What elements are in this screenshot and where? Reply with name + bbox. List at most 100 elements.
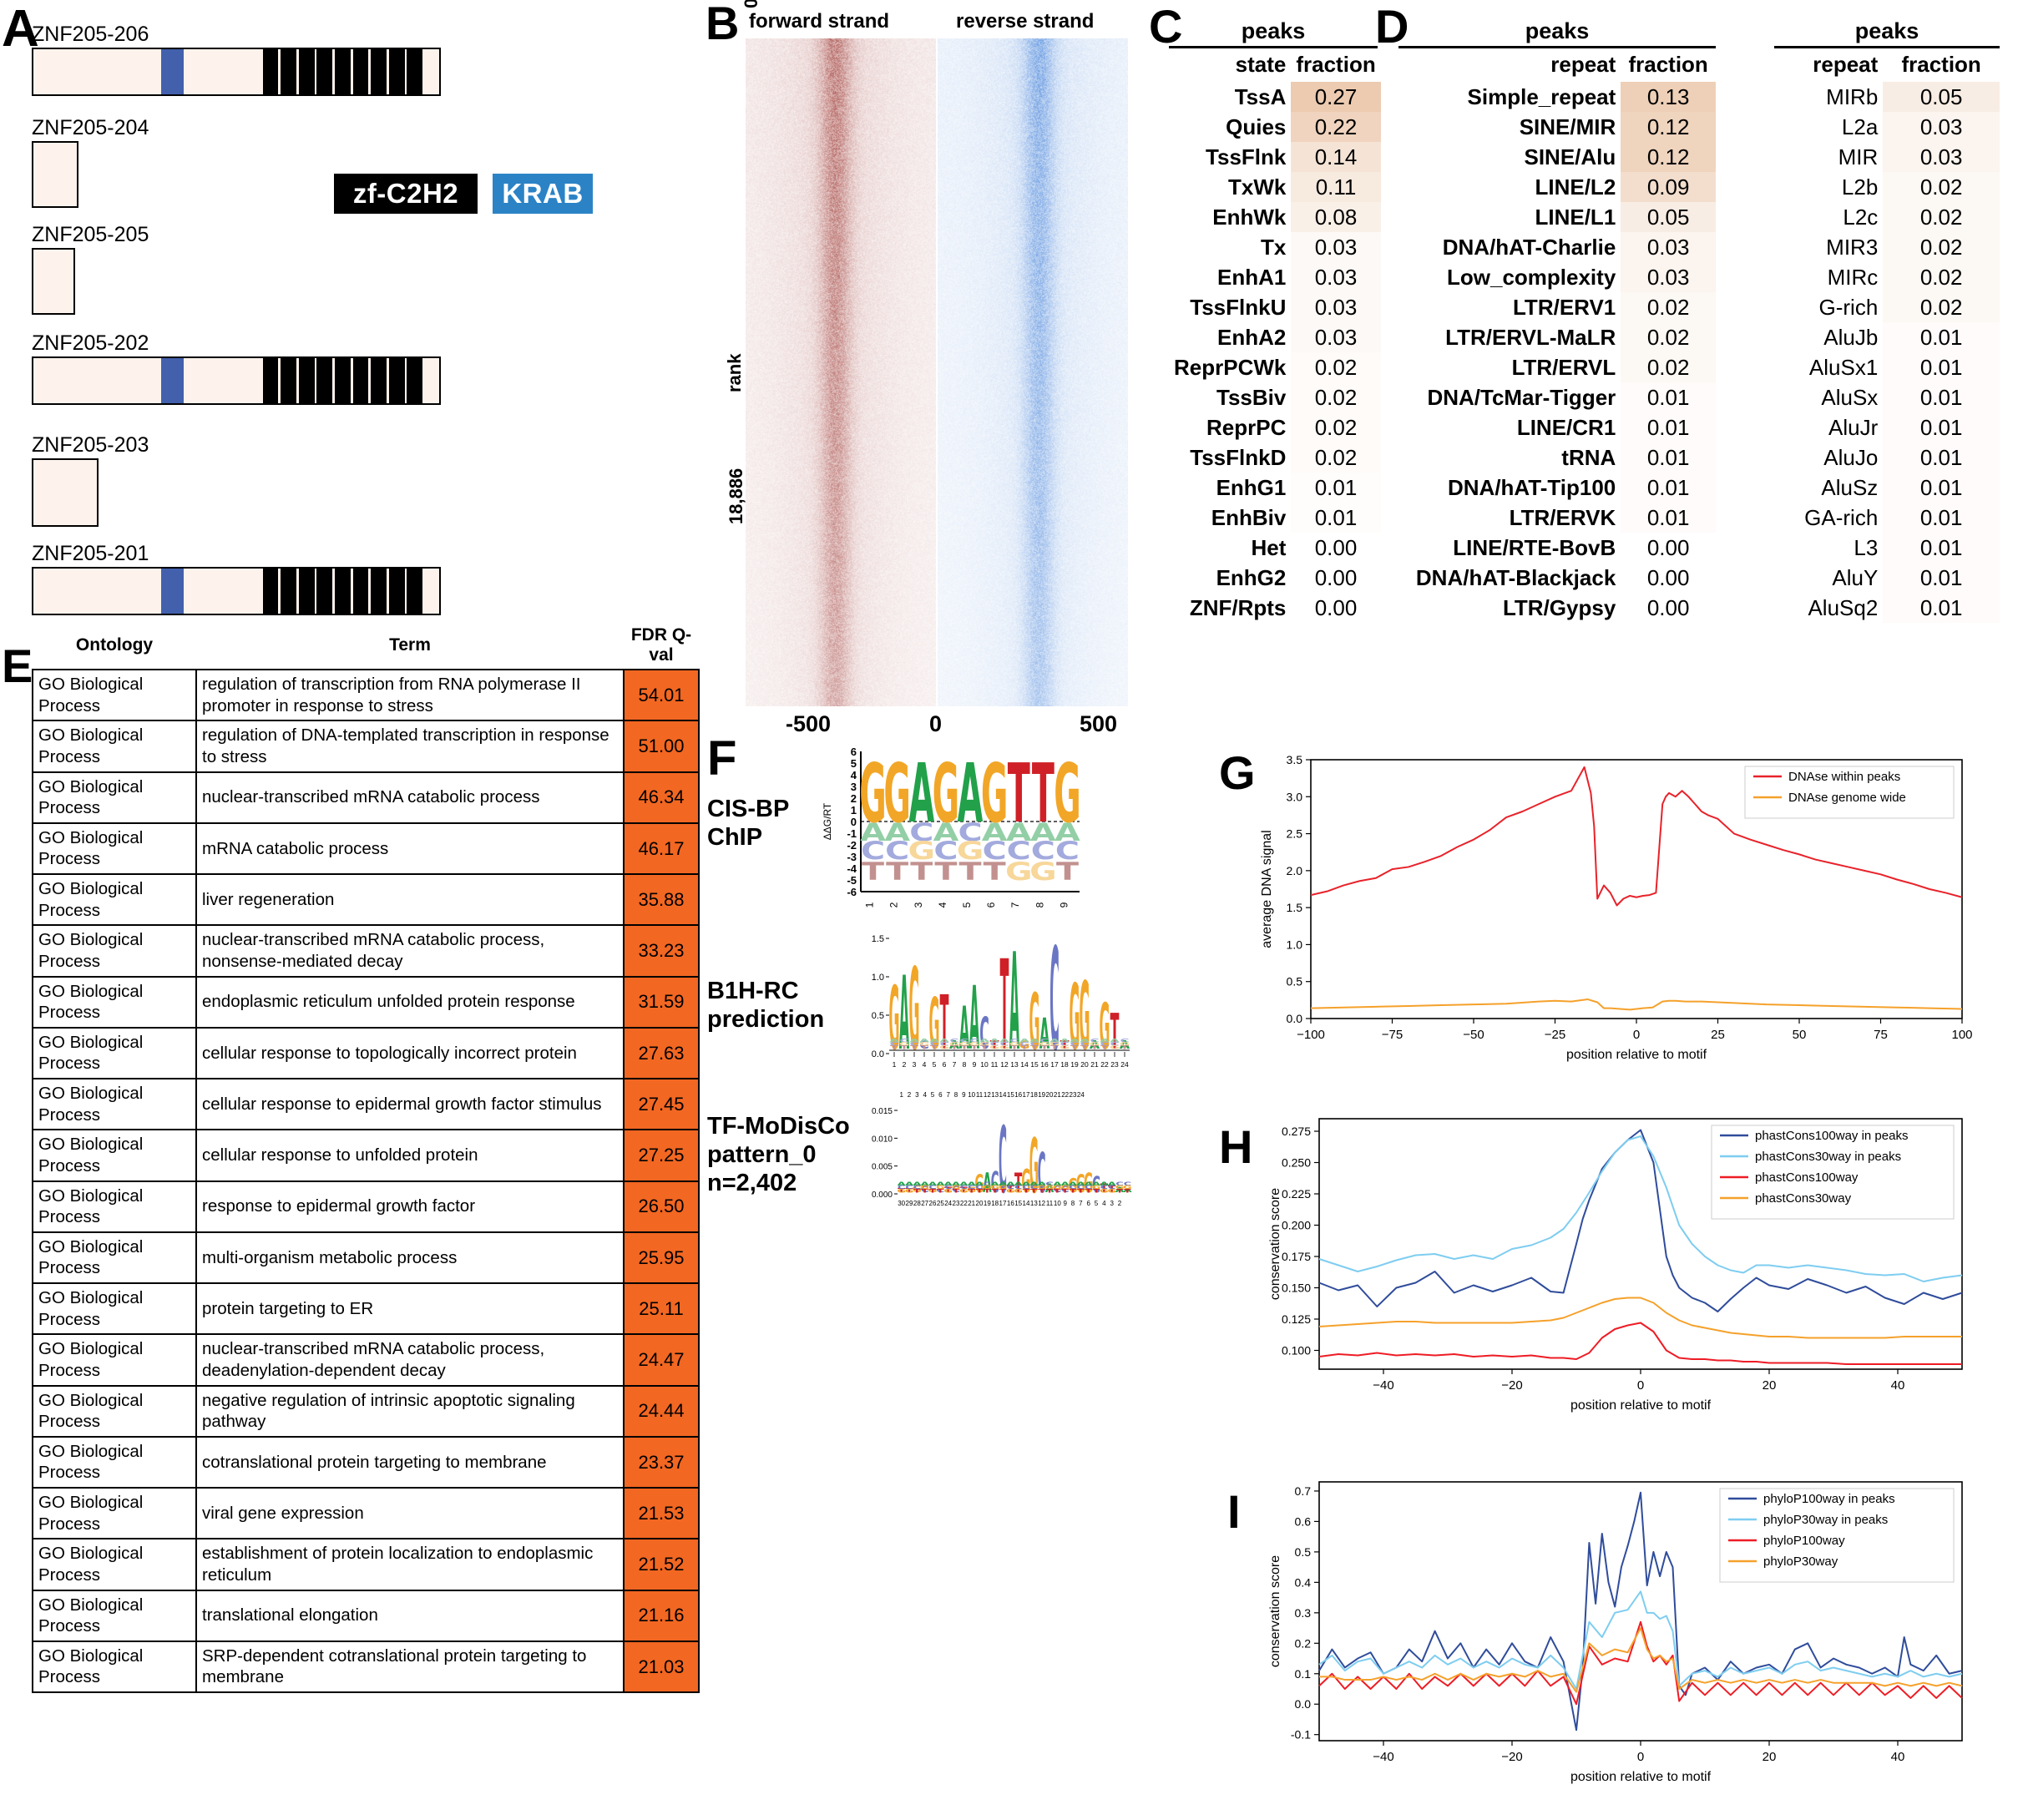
panel-i-letter: I [1227,1489,1241,1535]
row-key: AluY [1774,563,1883,593]
row-key: ReprPC [1169,412,1291,442]
go-col-ontology: Ontology [33,624,196,670]
svg-text:0.1: 0.1 [1295,1667,1312,1681]
table-row: GO Biological Process cellular response t… [33,1079,699,1130]
table-row: MIRc 0.02 [1774,262,2000,292]
go-fdr-cell: 25.11 [624,1283,699,1334]
svg-text:conservation score: conservation score [1268,1188,1282,1300]
row-key: EnhA2 [1169,322,1291,352]
table-row: GO Biological Process cellular response t… [33,1028,699,1079]
table-row: AluSq2 0.01 [1774,593,2000,623]
svg-text:1: 1 [851,804,857,816]
go-term-cell: regulation of DNA-templated transcriptio… [196,720,624,771]
table-row: EnhG2 0.00 [1169,563,1381,593]
svg-text:20: 20 [1046,1091,1054,1099]
table-row: GO Biological Process endoplasmic reticul… [33,977,699,1028]
row-key: LTR/ERVL [1398,352,1621,382]
svg-text:3: 3 [913,902,924,907]
table-row: EnhG1 0.01 [1169,473,1381,503]
row-key: AluSx [1774,382,1883,412]
svg-text:T: T [910,858,933,887]
row-key: MIRb [1774,82,1883,112]
row-key: LINE/L1 [1398,202,1621,232]
zf-c2h2-domain [371,569,387,614]
go-term-cell: response to epidermal growth factor [196,1181,624,1232]
panel-c-chromatin-state-table: C peaks state fraction TssA 0.27 Quies 0.22… [1169,18,1378,623]
go-fdr-cell: 33.23 [624,925,699,976]
zf-c2h2-domain [389,49,405,94]
svg-text:4: 4 [937,902,948,907]
svg-text:0.5: 0.5 [1295,1545,1312,1559]
svg-text:-0.1: -0.1 [1291,1728,1311,1742]
svg-text:0.3: 0.3 [1295,1606,1312,1620]
go-ontology-cell: GO Biological Process [33,1488,196,1539]
row-fraction: 0.02 [1883,292,2000,322]
svg-text:T: T [1100,1044,1109,1051]
transcript-label: ZNF205-204 [32,117,149,139]
go-fdr-cell: 46.34 [624,772,699,823]
svg-text:T: T [999,1188,1007,1194]
table-row: GO Biological Process liver regeneration 3… [33,874,699,925]
svg-text:T: T [950,1044,958,1051]
table-row: GO Biological Process regulation of trans… [33,670,699,720]
table-row: G-rich 0.02 [1774,292,2000,322]
legend-zf-c2h2-label: zf-C2H2 [353,178,458,210]
svg-text:27: 27 [921,1200,928,1207]
transcript-znf205-203: ZNF205-203 [32,434,149,527]
svg-text:G: G [1060,1044,1070,1051]
svg-text:0.010: 0.010 [872,1135,893,1144]
svg-text:21: 21 [968,1200,975,1207]
svg-text:3: 3 [915,1091,919,1099]
svg-text:11: 11 [1046,1200,1054,1207]
svg-text:24: 24 [1120,1060,1129,1069]
panel-d-repeat-table: D peaks repeat fraction Simple_repeat 0.1… [1398,18,1716,623]
svg-text:16: 16 [1014,1091,1022,1099]
zf-c2h2-domain [299,569,315,614]
row-fraction: 0.09 [1621,172,1716,202]
svg-text:G: G [1110,1044,1120,1051]
svg-text:T: T [921,1188,928,1194]
row-fraction: 0.00 [1291,533,1380,563]
svg-text:50: 50 [1793,1028,1807,1042]
x-tick-plus500: 500 [1080,711,1117,737]
svg-text:20: 20 [1763,1378,1777,1393]
svg-text:6: 6 [938,1091,943,1099]
row-key: AluSx1 [1774,352,1883,382]
svg-text:4: 4 [923,1091,927,1099]
row-fraction: 0.01 [1883,473,2000,503]
rank-top-label: 0 [741,0,762,8]
table-row: LTR/ERV1 0.02 [1398,292,1716,322]
svg-text:0.4: 0.4 [1295,1575,1312,1589]
transcript-znf205-202: ZNF205-202 [32,332,441,405]
svg-text:−40: −40 [1373,1378,1393,1393]
panel-b-heatmap: B forward strand reverse strand 0 rank 1… [706,0,1156,751]
svg-text:−25: −25 [1545,1028,1565,1042]
table-row: GO Biological Process establishment of pr… [33,1539,699,1590]
panel-d2-caption: peaks [1774,18,2000,46]
table-row: LTR/ERVL 0.02 [1398,352,1716,382]
svg-text:T: T [1093,1188,1100,1194]
svg-text:1: 1 [864,902,876,907]
svg-text:26: 26 [929,1200,937,1207]
svg-text:G: G [989,1044,999,1051]
table-row: Quies 0.22 [1169,112,1381,142]
svg-text:40: 40 [1891,1750,1905,1764]
go-ontology-cell: GO Biological Process [33,977,196,1028]
svg-text:8: 8 [954,1091,958,1099]
row-fraction: 0.00 [1291,563,1380,593]
zf-c2h2-domain [353,49,369,94]
svg-text:T: T [1070,1188,1077,1194]
svg-text:2: 2 [851,792,857,805]
row-key: LTR/ERV1 [1398,292,1621,322]
row-fraction: 0.01 [1883,593,2000,623]
row-key: L3 [1774,533,1883,563]
table-row: GO Biological Process SRP-dependent cotra… [33,1641,699,1692]
row-fraction: 0.03 [1621,262,1716,292]
svg-text:9: 9 [1058,902,1070,907]
table-row: EnhA1 0.03 [1169,262,1381,292]
svg-text:T: T [1080,1044,1089,1051]
row-key: EnhBiv [1169,503,1291,533]
go-ontology-cell: GO Biological Process [33,1130,196,1180]
svg-text:T: T [1030,1188,1038,1194]
svg-text:T: T [1046,1188,1054,1194]
